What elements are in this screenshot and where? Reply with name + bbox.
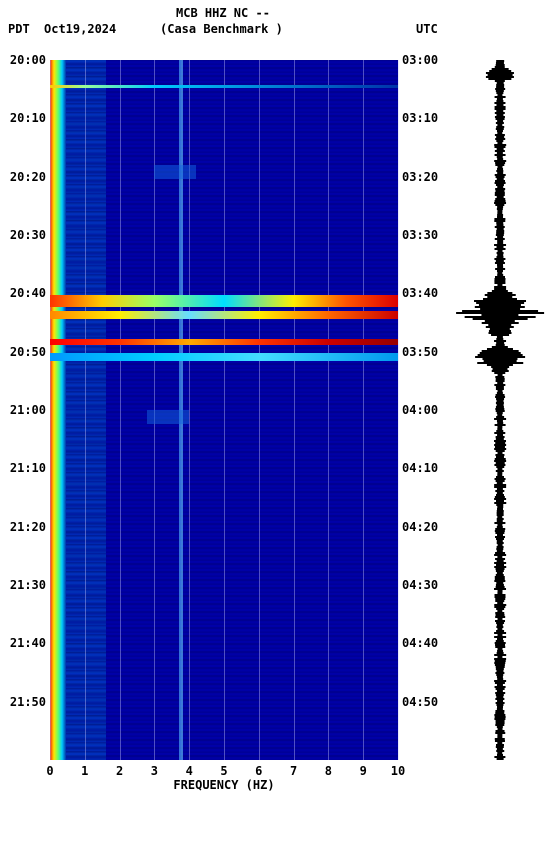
y-tick-right: 04:40 [402,636,446,650]
gridline-v [120,60,121,760]
header-station: MCB HHZ NC -- [176,6,270,20]
y-tick-right: 03:30 [402,228,446,242]
y-tick-left: 21:40 [2,636,46,650]
x-axis-label: FREQUENCY (HZ) [173,778,274,792]
waveform-segment [497,758,504,760]
y-tick-left: 21:50 [2,695,46,709]
x-tick-label: 6 [255,764,262,778]
y-tick-left: 20:50 [2,345,46,359]
y-tick-left: 20:00 [2,53,46,67]
waveform-plot [460,60,540,760]
x-tick-label: 0 [46,764,53,778]
y-tick-left: 20:30 [2,228,46,242]
y-tick-right: 04:00 [402,403,446,417]
spectrogram-event [50,85,398,88]
x-tick-label: 2 [116,764,123,778]
y-tick-right: 04:50 [402,695,446,709]
spectrogram-event [50,311,398,319]
gridline-v [363,60,364,760]
y-tick-left: 21:20 [2,520,46,534]
y-tick-right: 03:50 [402,345,446,359]
y-tick-right: 04:30 [402,578,446,592]
gridline-v [294,60,295,760]
gridline-v [50,60,51,760]
header: PDT Oct19,2024 MCB HHZ NC -- (Casa Bench… [0,0,552,40]
spectrogram-canvas [50,60,398,760]
y-tick-left: 20:10 [2,111,46,125]
y-tick-left: 21:00 [2,403,46,417]
spectrogram-event [50,353,398,361]
gridline-v [224,60,225,760]
spectrogram-noise [66,60,398,760]
x-tick-label: 10 [391,764,405,778]
x-tick-label: 7 [290,764,297,778]
x-tick-label: 4 [186,764,193,778]
gridline-v [259,60,260,760]
spectrogram-faint-patch [147,410,189,424]
spectrogram-event [50,339,398,345]
header-tz-left: PDT [8,22,30,36]
spectrogram-faint-patch [154,165,196,179]
spectrogram-texture-lowfreq [66,60,106,760]
gridline-v [328,60,329,760]
y-tick-right: 04:20 [402,520,446,534]
x-tick-label: 8 [325,764,332,778]
header-date: Oct19,2024 [44,22,116,36]
y-tick-right: 03:20 [402,170,446,184]
header-tz-right: UTC [416,22,438,36]
y-tick-right: 03:10 [402,111,446,125]
gridline-v [398,60,399,760]
y-tick-right: 03:40 [402,286,446,300]
y-tick-left: 21:30 [2,578,46,592]
x-tick-label: 5 [220,764,227,778]
y-tick-left: 20:40 [2,286,46,300]
x-tick-label: 9 [360,764,367,778]
x-tick-label: 3 [151,764,158,778]
y-tick-right: 04:10 [402,461,446,475]
header-sensor-name: (Casa Benchmark ) [160,22,283,36]
x-tick-label: 1 [81,764,88,778]
y-tick-right: 03:00 [402,53,446,67]
gridline-v [85,60,86,760]
y-tick-left: 20:20 [2,170,46,184]
low-freq-band [50,60,66,760]
y-tick-left: 21:10 [2,461,46,475]
spectrogram-event [50,295,398,307]
spectrogram-plot: FREQUENCY (HZ) 01234567891020:0020:1020:… [50,60,398,760]
